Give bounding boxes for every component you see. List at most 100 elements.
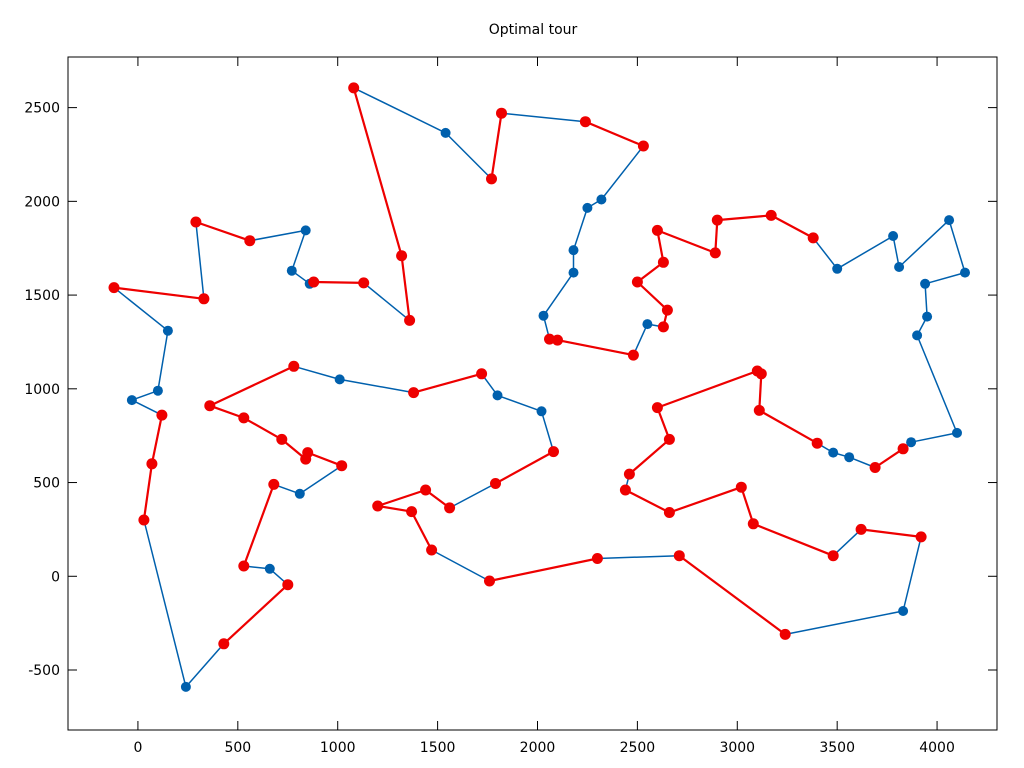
point-red xyxy=(631,276,643,288)
point-blue xyxy=(894,262,905,272)
series-line-red-10 xyxy=(489,557,598,583)
point-red xyxy=(238,560,250,572)
point-blue xyxy=(180,681,191,692)
y-tick-label: 1000 xyxy=(24,382,60,398)
point-blue xyxy=(960,267,970,278)
point-blue xyxy=(920,278,931,289)
chart-title: Optimal tour xyxy=(489,22,578,38)
point-red xyxy=(591,553,603,564)
point-blue xyxy=(152,385,163,396)
axis-ticks: 0 500 1000 1500 2000 2500 3000 3500 4000 -500 0 500… xyxy=(24,57,997,756)
point-red xyxy=(827,550,839,562)
point-red xyxy=(218,638,230,650)
x-tick-label: 2500 xyxy=(620,740,656,756)
point-red xyxy=(637,140,649,152)
point-red xyxy=(348,82,360,94)
point-red xyxy=(709,247,721,259)
point-blue xyxy=(912,330,923,341)
point-red xyxy=(663,507,675,518)
point-blue xyxy=(334,374,345,385)
point-red xyxy=(300,453,312,465)
series-lines xyxy=(113,87,966,688)
point-red xyxy=(711,214,723,226)
point-red xyxy=(755,368,767,380)
series-line-red-6 xyxy=(208,365,343,467)
point-red xyxy=(779,628,791,640)
series-line-red-7 xyxy=(413,372,482,394)
point-red xyxy=(552,334,563,346)
series-line-blue-0 xyxy=(113,87,966,688)
point-blue xyxy=(538,310,549,321)
point-red xyxy=(661,304,673,316)
point-red xyxy=(420,484,432,496)
point-blue xyxy=(828,447,839,458)
x-tick-label: 500 xyxy=(224,740,251,756)
series-line-red-21 xyxy=(313,280,364,284)
point-blue xyxy=(952,427,962,438)
point-red xyxy=(897,443,909,455)
point-red xyxy=(657,321,669,333)
series-line-red-11 xyxy=(678,554,786,636)
series-points xyxy=(108,82,970,692)
point-red xyxy=(238,412,250,424)
y-tick-label: 2000 xyxy=(24,194,60,210)
y-tick-label: -500 xyxy=(28,663,60,679)
point-blue xyxy=(596,194,607,205)
point-red xyxy=(735,481,747,493)
series-line-red-8 xyxy=(494,450,555,485)
x-tick-label: 4000 xyxy=(919,740,955,756)
point-blue xyxy=(294,488,305,499)
point-blue xyxy=(922,311,933,322)
point-red xyxy=(807,232,819,244)
series-line-red-9 xyxy=(376,488,451,551)
x-tick-label: 2000 xyxy=(520,740,556,756)
point-red xyxy=(308,276,320,288)
point-red xyxy=(915,531,927,543)
point-red xyxy=(276,433,288,445)
point-blue xyxy=(906,437,917,448)
series-line-red-4 xyxy=(223,583,289,645)
point-red xyxy=(869,462,881,473)
series-line-red-5 xyxy=(242,484,275,567)
point-red xyxy=(156,409,168,421)
point-red xyxy=(747,518,759,530)
y-tick-label: 0 xyxy=(51,569,60,585)
x-tick-label: 1500 xyxy=(420,740,456,756)
point-blue xyxy=(844,452,855,463)
x-tick-label: 3500 xyxy=(819,740,855,756)
point-blue xyxy=(642,319,653,330)
point-red xyxy=(244,235,256,247)
series-line-red-14 xyxy=(628,369,818,475)
point-red xyxy=(619,484,631,496)
y-tick-label: 2500 xyxy=(24,101,60,117)
point-red xyxy=(753,404,765,416)
point-red xyxy=(372,500,384,512)
point-red xyxy=(198,293,210,305)
point-red xyxy=(190,216,202,228)
series-line-red-18 xyxy=(584,120,644,148)
series-line-red-1 xyxy=(113,286,205,300)
point-red xyxy=(204,400,216,412)
point-red xyxy=(358,277,370,289)
point-red xyxy=(627,349,639,361)
point-red xyxy=(268,478,280,490)
series-line-red-15 xyxy=(874,447,904,469)
point-red xyxy=(444,502,456,514)
point-red xyxy=(651,224,663,236)
point-blue xyxy=(568,267,579,278)
point-blue xyxy=(582,202,593,213)
point-red xyxy=(426,544,438,556)
point-red xyxy=(146,458,158,470)
point-blue xyxy=(898,606,909,616)
point-red xyxy=(484,575,495,587)
point-red xyxy=(138,514,150,526)
series-line-red-19 xyxy=(490,113,503,180)
point-blue xyxy=(264,563,275,574)
x-tick-label: 1000 xyxy=(320,740,356,756)
point-blue xyxy=(536,406,547,417)
point-red xyxy=(657,256,669,268)
point-blue xyxy=(440,127,451,138)
y-tick-label: 500 xyxy=(33,476,60,492)
point-blue xyxy=(888,231,899,241)
point-blue xyxy=(568,245,579,256)
